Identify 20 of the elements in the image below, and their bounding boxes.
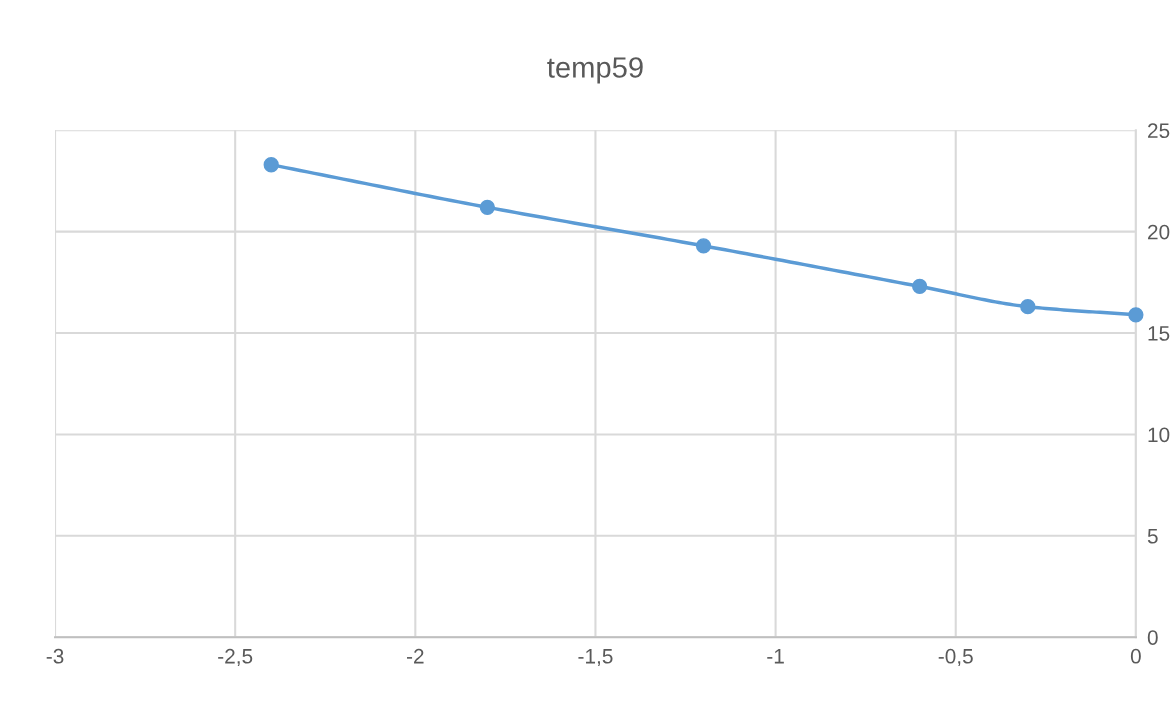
y-tick-label: 10: [1148, 427, 1170, 443]
x-tick-label: -3: [46, 648, 64, 664]
y-tick-label: 15: [1148, 326, 1170, 341]
chart-title: temp59: [547, 57, 643, 84]
x-tick-label: -1: [767, 649, 784, 664]
x-tick-label: 0: [1130, 648, 1141, 664]
y-tick-label: 5: [1147, 529, 1158, 544]
point: [1128, 307, 1144, 323]
point: [1020, 299, 1036, 315]
y-tick-label: 25: [1148, 123, 1170, 139]
y-tick-label: 20: [1148, 224, 1170, 240]
x-tick-label: -0,5: [938, 648, 973, 667]
point: [479, 199, 496, 215]
point: [695, 238, 712, 254]
y-tick-label: 0: [1147, 630, 1158, 645]
x-tick-label: -1,5: [578, 649, 613, 667]
point: [263, 157, 279, 173]
x-tick-label: -2,5: [218, 648, 253, 667]
point: [912, 278, 928, 295]
x-tick-label: -2: [406, 648, 424, 664]
